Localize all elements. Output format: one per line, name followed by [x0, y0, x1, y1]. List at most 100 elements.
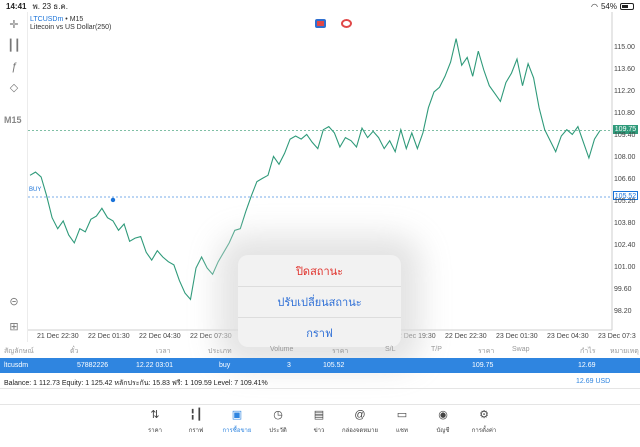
x-tick-label: 22 Dec 07:30 [190, 333, 232, 340]
header-type: ประเภท [208, 348, 232, 355]
row-volume: 3 [287, 362, 291, 369]
account-balance-bar: Balance: 1 112.73 Equity: 1 125.42 หลักป… [0, 375, 640, 389]
entry-marker [110, 197, 116, 203]
nav-settings[interactable]: ⚙ การตั้งค่า [462, 408, 506, 435]
nav-label: ราคา [148, 428, 162, 434]
battery-icon [620, 2, 634, 10]
status-bar: 14:41 พ. 23 ธ.ค. ◠ 54% [0, 0, 640, 12]
y-tick-label: 105.20 [614, 198, 636, 205]
at-sign-icon: @ [354, 409, 366, 421]
header-swap: Swap [512, 346, 530, 353]
y-tick-label: 110.80 [614, 110, 635, 117]
position-price-tag: 105.52 [613, 191, 638, 200]
symbol-timeframe: M15 [69, 16, 84, 23]
positions-table-header: สัญลักษณ์ ตั๋ว เวลา ประเภท Volume ราคา S… [0, 343, 640, 357]
bottom-nav: ⇅ ราคา ╏┃ กราฟ ▣ การซื้อขาย ◷ ประวัติ ▤ … [0, 404, 640, 447]
symbol-name: LTCUSDm [30, 16, 64, 23]
x-tick-label: 22 Dec 01:30 [88, 333, 130, 340]
y-tick-label: 101.00 [614, 264, 636, 271]
header-profit: กำไร [580, 348, 596, 355]
nav-mailbox[interactable]: @ กล่องจดหมาย [338, 408, 382, 435]
nav-history[interactable]: ◷ ประวัติ [256, 408, 300, 435]
header-symbol: สัญลักษณ์ [4, 348, 34, 355]
header-current-price: ราคา [478, 348, 495, 355]
add-window-icon[interactable]: ⊞ [9, 321, 19, 333]
table-row[interactable]: ltcusdm 57882226 12.22 03:01 buy 3 105.5… [0, 358, 640, 373]
y-tick-label: 102.40 [614, 242, 636, 249]
row-time: 12.22 03:01 [136, 362, 173, 369]
nav-label: บัญชี [436, 428, 450, 434]
y-tick-label: 103.80 [614, 220, 636, 227]
chart-item[interactable]: กราฟ [306, 328, 333, 340]
position-context-menu: ปิดสถานะ ปรับเปลี่ยนสถานะ กราฟ [238, 255, 401, 347]
nav-chat[interactable]: ▭ แชท [380, 408, 424, 435]
arrows-updown-icon: ⇅ [150, 409, 160, 421]
y-tick-label: 99.60 [614, 286, 632, 293]
user-icon: ◉ [438, 409, 448, 421]
symbol-description: Litecoin vs US Dollar(250) [30, 24, 112, 31]
x-tick-label: 22 Dec 04:30 [139, 333, 181, 340]
nav-quotes[interactable]: ⇅ ราคา [133, 408, 177, 435]
y-tick-label: 109.40 [614, 132, 636, 139]
crosshair-icon[interactable]: ✛ [9, 19, 19, 31]
x-tick-label: 23 Dec 04:30 [547, 333, 589, 340]
y-tick-label: 112.20 [614, 88, 635, 95]
row-profit: 12.69 [578, 362, 596, 369]
timeframe-button[interactable]: M15 [4, 115, 22, 125]
y-tick-label: 106.60 [614, 176, 636, 183]
candles-icon: ╏┃ [189, 409, 203, 421]
indicators-icon[interactable]: ƒ [10, 61, 18, 73]
price-chart[interactable] [28, 12, 640, 342]
y-tick-label: 98.20 [614, 308, 632, 315]
header-volume: Volume [270, 346, 294, 353]
header-time: เวลา [156, 348, 171, 355]
chart-toolbar: ✛ ┃┃ ƒ ◇ M15 ⊝ ⊞ [0, 12, 28, 342]
chart-symbol-title: LTCUSDm • M15 [30, 16, 83, 23]
x-tick-label: 22 Dec 19:30 [394, 333, 436, 340]
header-price: ราคา [332, 348, 349, 355]
date: พ. 23 ธ.ค. [32, 1, 68, 11]
gear-icon: ⚙ [479, 409, 489, 421]
nav-label: กราฟ [188, 428, 204, 434]
clock-history-icon: ◷ [273, 409, 283, 421]
close-position-item[interactable]: ปิดสถานะ [238, 257, 401, 287]
y-tick-label: 108.00 [614, 154, 636, 161]
header-ticket: ตั๋ว [70, 348, 79, 355]
nav-label: ประวัติ [269, 428, 287, 434]
row-symbol: ltcusdm [4, 362, 29, 369]
nav-label: กล่องจดหมาย [341, 428, 379, 434]
nav-label: การซื้อขาย [222, 428, 252, 434]
nav-label: การตั้งค่า [471, 428, 497, 434]
modify-position-item[interactable]: ปรับเปลี่ยนสถานะ [238, 288, 401, 318]
chart-svg [28, 12, 613, 331]
one-click-trading-icon[interactable] [315, 19, 326, 28]
chat-bubble-icon: ▭ [396, 409, 408, 421]
row-ticket: 57882226 [77, 362, 109, 369]
objects-icon[interactable]: ◇ [9, 82, 19, 94]
symbol-separator: • [65, 16, 68, 23]
zoom-icon[interactable]: ⊝ [9, 296, 19, 308]
clock: 14:41 [6, 1, 27, 11]
x-tick-label: 21 Dec 22:30 [37, 333, 79, 340]
bid-price-tag: 109.75 [613, 125, 638, 134]
nav-news[interactable]: ▤ ข่าว [297, 408, 341, 435]
header-comment: หมายเหตุ [610, 348, 639, 355]
news-icon: ▤ [313, 409, 325, 421]
chart-type-icon[interactable]: ┃┃ [7, 40, 21, 52]
row-type: buy [219, 362, 231, 369]
balance-text: Balance: 1 112.73 Equity: 1 125.42 หลักป… [4, 380, 268, 387]
nav-trade[interactable]: ▣ การซื้อขาย [215, 408, 259, 435]
nav-account[interactable]: ◉ บัญชี [421, 408, 465, 435]
price-series-line [29, 38, 601, 301]
x-tick-label: 23 Dec 01:30 [496, 333, 538, 340]
header-sl: S/L [385, 346, 396, 353]
signal-icon[interactable] [341, 19, 352, 28]
y-tick-label: 115.00 [614, 44, 635, 51]
y-tick-label: 113.60 [614, 66, 635, 73]
nav-chart[interactable]: ╏┃ กราฟ [174, 408, 218, 435]
nav-label: แชท [396, 428, 408, 434]
total-profit: 12.69 USD [576, 378, 611, 385]
header-tp: T/P [431, 346, 442, 353]
position-buy-label: BUY [29, 187, 42, 193]
trade-chart-icon: ▣ [231, 409, 243, 421]
